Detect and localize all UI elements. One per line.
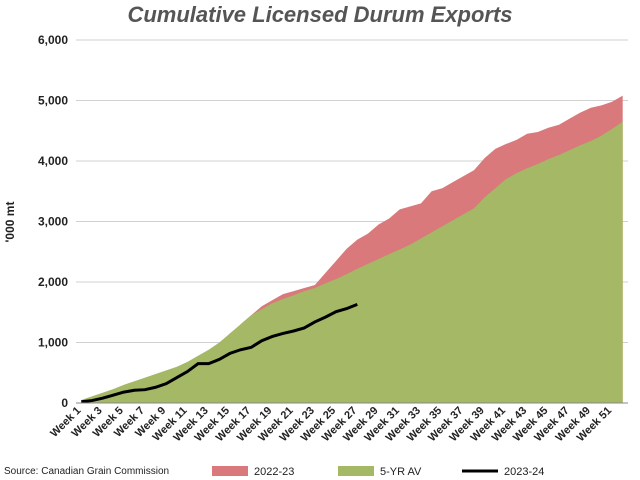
source: Source: Canadian Grain Commission bbox=[4, 466, 169, 477]
y-axis-label: '000 mt bbox=[3, 202, 17, 243]
y-tick-label: 6,000 bbox=[38, 33, 68, 47]
y-tick-label: 5,000 bbox=[38, 94, 68, 108]
y-tick-label: 0 bbox=[61, 396, 68, 410]
y-tick-label: 2,000 bbox=[38, 275, 68, 289]
y-tick-label: 4,000 bbox=[38, 154, 68, 168]
chart-title: Cumulative Licensed Durum Exports bbox=[127, 2, 512, 27]
legend-swatch bbox=[338, 466, 374, 476]
legend-label: 2023-24 bbox=[504, 466, 544, 478]
legend-swatch bbox=[212, 466, 248, 476]
y-tick-label: 1,000 bbox=[38, 336, 68, 350]
legend-label: 2022-23 bbox=[254, 466, 294, 478]
line bbox=[81, 302, 358, 404]
legend-label: 5-YR AV bbox=[380, 466, 422, 478]
area bbox=[81, 121, 623, 404]
y-tick-label: 3,000 bbox=[38, 215, 68, 229]
